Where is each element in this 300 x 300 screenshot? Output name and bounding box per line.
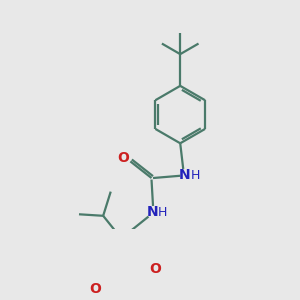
- Text: O: O: [149, 262, 161, 276]
- Text: H: H: [158, 206, 167, 218]
- Text: O: O: [118, 152, 130, 165]
- Text: H: H: [190, 169, 200, 182]
- Text: N: N: [146, 205, 158, 219]
- Text: N: N: [179, 168, 190, 182]
- Text: O: O: [89, 282, 101, 296]
